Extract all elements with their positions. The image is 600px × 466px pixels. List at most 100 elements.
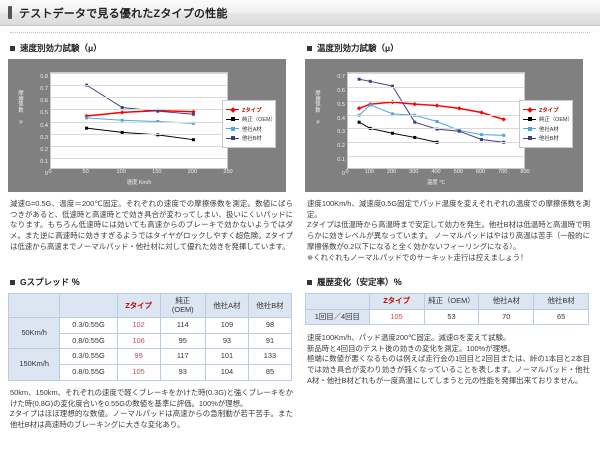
history-th-blank [305,293,370,310]
legend-label: 他社A材 [242,126,262,133]
series-line [358,104,504,136]
y-tick-label: 0.4 [337,115,345,122]
legend-label: 純正（OEM） [539,117,573,123]
data-point [457,106,462,111]
data-point [120,130,124,134]
chart-temp-xticks: 0 100 200 300 400 500 600 700 800 [345,169,529,180]
page-header: テストデータで見る優れたZタイプの性能 [0,0,600,26]
gridline [348,156,524,158]
data-point [502,133,506,137]
gspread-th-oem: 純正 (OEM) [159,293,206,319]
gridline [51,133,227,135]
gridline [348,73,524,74]
legend-label: 他社A材 [539,126,559,133]
table-row: 50Km/h 0.3/0.55G 102 114 109 98 [7,317,293,350]
legend-item: 純正（OEM） [523,115,573,123]
gridline [348,114,524,116]
legend-label: 他社B材 [242,136,262,142]
legend-marker-icon [226,136,239,141]
gspread-speed-label: 150Km/h [7,348,61,381]
gspread-cell-b: 133 [247,348,293,365]
table-row: 150Km/h 0.3/0.55G 99 117 101 133 [7,348,293,381]
history-cell-a: 70 [478,308,535,326]
table-header-row: Zタイプ 純正（OEM） 他社A材 他社B材 [305,293,589,310]
chart-temp-xlabel: 温度 ℃ [426,180,446,186]
section-header-gspread: Gスプレッド ％ [10,276,297,288]
gspread-cell-cond: 0.3/0.55G [59,348,118,365]
series-line [86,109,194,117]
gridline [348,86,524,88]
y-tick-label: 0.6 [337,88,345,95]
gspread-cell-oem: 117 [159,348,206,365]
gspread-cell-z: 102 [116,317,161,334]
gridline [348,128,524,130]
bullet-square-icon [10,45,15,51]
gspread-cell-a: 109 [204,317,249,334]
y-tick-label: 0 [341,171,345,178]
data-point [191,112,195,116]
y-tick-label: 0.7 [40,86,48,93]
history-th-oem: 純正（OEM） [423,293,480,310]
history-table: Zタイプ 純正（OEM） 他社A材 他社B材 1回目／4回目 105 53 70… [305,293,589,326]
data-point [413,120,417,124]
history-cell-b: 65 [533,308,589,326]
legend-marker-icon [523,126,536,131]
legend-item: Zタイプ [523,106,569,114]
chart-speed-legend: Zタイプ 純正（OEM） 他社A材 他社B材 [222,100,276,148]
gspread-cell-b: 91 [247,332,293,350]
chart-speed-xlabel: 速度 Km/h [126,180,152,186]
chart-speed-yticks: 0 0.1 0.2 0.3 0.4 0.5 0.6 0.7 0.8 [24,72,48,177]
x-tick-label: 200 [187,169,198,175]
series-line [359,78,504,143]
data-point [391,131,394,135]
data-point [85,116,89,120]
x-tick-label: 100 [116,169,126,175]
legend-item: Zタイプ [226,106,272,114]
data-point [191,121,195,125]
data-point [391,84,394,88]
legend-item: 他社B材 [523,134,569,142]
gspread-cell-a: 104 [204,363,249,381]
gspread-note: 50km、150km、それぞれの速度で軽くブレーキをかけた時(0.3G)と強くブ… [10,387,293,430]
gspread-th-b: 他社B材 [247,293,293,319]
data-point [356,106,362,111]
data-point [413,135,417,139]
header-divider [10,32,590,33]
data-point [120,110,125,115]
data-point [480,138,483,142]
data-point [434,103,440,108]
data-point [357,120,361,124]
data-point [120,118,124,122]
tables-row: Gスプレッド ％ Zタイプ 純正 (OEM) 他社A材 他社B材 50Km/h 0… [0,263,600,438]
legend-marker-icon [523,136,536,141]
gspread-cell-z: 99 [116,348,161,365]
history-th-b: 他社B材 [533,293,589,310]
bullet-square-icon [10,279,15,285]
y-tick-label: 0.1 [337,157,345,164]
section-title-speed: 速度別効力試験（μ） [20,43,102,53]
gridline [51,109,227,111]
history-cell-z: 105 [368,308,425,326]
section-header-temp-test: 温度別効力試験（μ） [307,42,594,54]
x-tick-label: 0 [48,169,52,175]
speed-test-description: 減速G=0.5G、温度＝200℃固定。それぞれの速度での摩擦係数を測定。数値にば… [10,199,293,251]
chart-speed-plot [50,72,228,169]
x-tick-label: 300 [409,169,419,175]
y-tick-label: 0.7 [337,74,345,81]
gspread-cell-cond: 0.8/0.55G [59,332,118,350]
history-cell-oem: 53 [423,308,480,326]
y-tick-label: 0 [44,171,48,178]
x-tick-label: 250 [223,169,233,175]
table-header-row: Zタイプ 純正 (OEM) 他社A材 他社B材 [7,293,293,319]
y-tick-label: 0.2 [40,146,48,153]
y-tick-label: 0.1 [40,159,48,166]
legend-marker-icon [226,117,239,122]
data-point [156,109,160,113]
data-point [85,126,89,130]
section-title-history: 履歴変化（安定率）％ [317,277,403,288]
